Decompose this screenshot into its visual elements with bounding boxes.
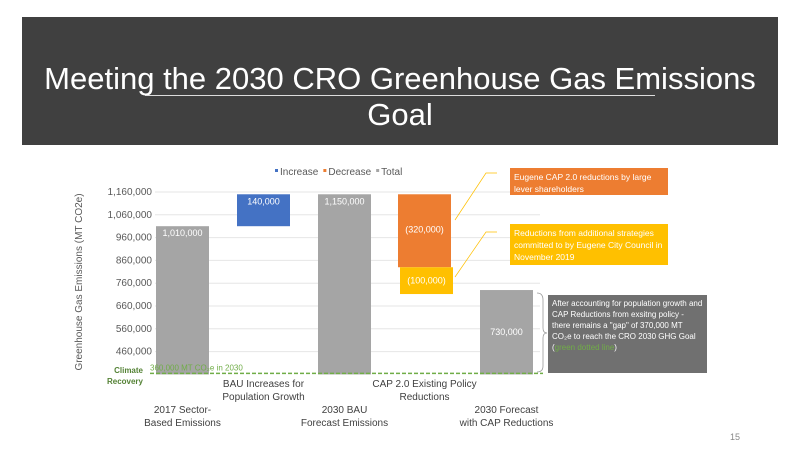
y-tick-label: 660,000 — [116, 301, 153, 312]
x-category-label: 2017 Sector- — [154, 405, 211, 416]
legend-swatch — [323, 169, 327, 172]
legend-swatch — [376, 169, 380, 172]
bar-total — [318, 194, 371, 375]
callout-gap: After accounting for population growth a… — [548, 295, 707, 373]
x-category-label: with CAP Reductions — [459, 418, 554, 429]
goal-label: Climate — [114, 366, 143, 375]
page-number: 15 — [730, 432, 741, 442]
slide-title: Meeting the 2030 CRO Greenhouse Gas Emis… — [44, 61, 756, 132]
goal-annotation: 360,000 MT CO₂e in 2030 — [150, 363, 243, 372]
gap-text-end: ) — [614, 343, 617, 352]
goal-label: Recovery — [107, 377, 144, 386]
bar-total — [156, 226, 209, 375]
y-tick-label: 1,060,000 — [108, 210, 153, 221]
callout-leader-line — [454, 231, 497, 278]
y-tick-label: 560,000 — [116, 324, 153, 335]
x-category-label: Forecast Emissions — [301, 418, 388, 429]
bar-data-label: (320,000) — [405, 224, 444, 234]
legend-total: Total — [381, 167, 402, 178]
bar-data-label: 1,150,000 — [324, 196, 364, 206]
callout-large-lever: Eugene CAP 2.0 reductions by large lever… — [510, 168, 668, 195]
y-tick-label: 1,160,000 — [108, 187, 153, 198]
x-category-label: BAU Increases for — [223, 379, 305, 390]
title-underline — [145, 95, 655, 96]
bar-decrease — [398, 194, 451, 268]
bar-data-label: 1,010,000 — [162, 228, 202, 238]
gap-text: After accounting for population growth a… — [552, 299, 703, 352]
x-category-label: Population Growth — [222, 392, 304, 403]
bar-total — [480, 290, 533, 375]
bar-data-label: 140,000 — [247, 196, 280, 206]
title-banner: Meeting the 2030 CRO Greenhouse Gas Emis… — [22, 17, 778, 145]
legend-swatch — [275, 169, 278, 172]
y-tick-label: 460,000 — [116, 347, 153, 358]
legend-increase: Increase — [280, 167, 319, 178]
callout-additional-strategies: Reductions from additional strategies co… — [510, 224, 668, 265]
gap-brace — [536, 292, 548, 373]
x-category-label: Reductions — [399, 392, 449, 403]
x-category-label: 2030 BAU — [322, 405, 368, 416]
y-tick-label: 860,000 — [116, 255, 153, 266]
legend-decrease: Decrease — [328, 167, 371, 178]
bar-increase — [237, 194, 290, 227]
x-category-label: CAP 2.0 Existing Policy — [372, 379, 476, 390]
y-axis-label: Greenhouse Gas Emissions (MT CO2e) — [74, 193, 85, 370]
y-tick-label: 960,000 — [116, 233, 153, 244]
callout-leader-line — [454, 172, 497, 221]
bar-decrease — [400, 267, 453, 295]
y-tick-label: 760,000 — [116, 278, 153, 289]
bar-data-label: (100,000) — [407, 276, 446, 286]
gap-link-text: green dotted line — [554, 343, 615, 352]
x-category-label: Based Emissions — [144, 418, 221, 429]
x-category-label: 2030 Forecast — [475, 405, 539, 416]
bar-data-label: 730,000 — [490, 327, 523, 337]
